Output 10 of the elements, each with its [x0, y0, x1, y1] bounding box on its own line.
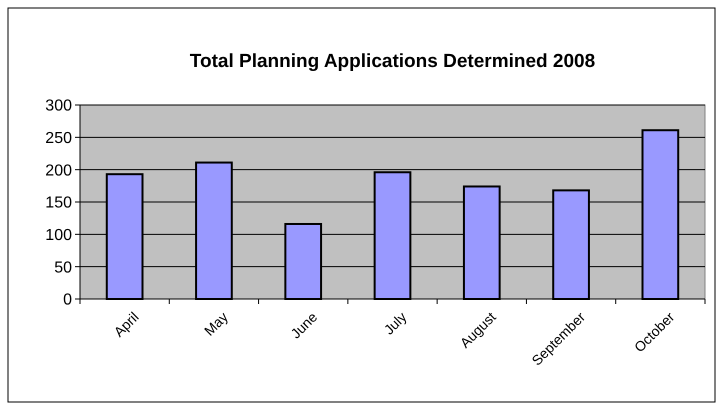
y-tick-label: 100 — [45, 226, 72, 244]
x-tick-label: July — [380, 308, 410, 338]
y-tick-label: 150 — [45, 194, 72, 212]
y-tick-label: 200 — [45, 162, 72, 180]
y-tick-label: 0 — [63, 292, 72, 309]
y-tick-label: 50 — [54, 259, 72, 276]
x-tick-label: May — [200, 308, 231, 339]
y-tick-label: 250 — [45, 130, 72, 147]
chart-title: Total Planning Applications Determined 2008 — [190, 51, 596, 72]
y-tick-label: 300 — [45, 98, 72, 115]
